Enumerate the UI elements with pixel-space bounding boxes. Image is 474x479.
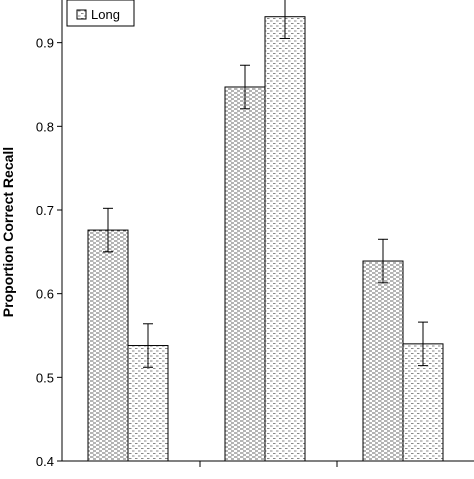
y-tick-label: 0.4 xyxy=(36,454,54,469)
y-tick-label: 0.7 xyxy=(36,203,54,218)
y-tick-label: 0.8 xyxy=(36,119,54,134)
y-tick-label: 0.5 xyxy=(36,370,54,385)
bar-series1-group2 xyxy=(224,86,266,462)
bar-series1-group3 xyxy=(362,260,404,462)
y-axis-label: Proportion Correct Recall xyxy=(0,147,16,317)
legend-label-long: Long xyxy=(91,7,120,22)
y-tick-label: 0.6 xyxy=(36,287,54,302)
bar-series1-group1 xyxy=(87,229,129,462)
legend: Long xyxy=(66,0,135,27)
y-tick-label: 0.9 xyxy=(36,36,54,51)
legend-swatch-long xyxy=(76,9,87,20)
bar-series2-group2 xyxy=(264,16,306,462)
